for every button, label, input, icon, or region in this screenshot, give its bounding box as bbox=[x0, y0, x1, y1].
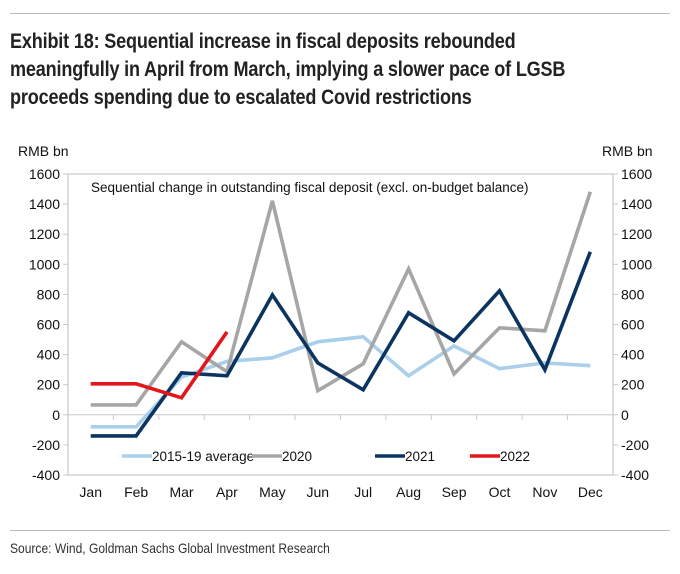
y-tick-label-right: 200 bbox=[621, 377, 645, 393]
x-tick-label: Nov bbox=[532, 484, 557, 500]
y-tick-label-right: 800 bbox=[621, 286, 645, 302]
x-tick-label: Apr bbox=[216, 484, 238, 500]
source-note: Source: Wind, Goldman Sachs Global Inves… bbox=[10, 540, 330, 556]
series-line-2020 bbox=[90, 191, 593, 407]
x-tick-label: Aug bbox=[396, 484, 421, 500]
y-tick-label-right: -400 bbox=[621, 467, 649, 483]
y-tick-label-right: 0 bbox=[621, 407, 629, 423]
y-tick-label-right: 1600 bbox=[621, 166, 652, 182]
series-line-2021 bbox=[90, 251, 592, 438]
x-tick-label: Sep bbox=[442, 484, 467, 500]
x-tick-label: Oct bbox=[489, 484, 511, 500]
y-tick-label-left: -200 bbox=[32, 437, 60, 453]
x-tick-label: Mar bbox=[169, 484, 193, 500]
y-tick-label-right: 1200 bbox=[621, 226, 652, 242]
y-tick-label-left: 400 bbox=[37, 347, 61, 363]
y-tick-label-left: 600 bbox=[37, 317, 61, 333]
series-line-2022 bbox=[90, 330, 229, 400]
y-axis-label-right: RMB bn bbox=[602, 143, 653, 159]
series-line-2015-19-average bbox=[90, 334, 591, 429]
legend-label: 2015-19 average bbox=[152, 449, 254, 464]
y-tick-label-left: 200 bbox=[37, 377, 61, 393]
x-tick-label: Jun bbox=[307, 484, 330, 500]
plot-frame bbox=[67, 173, 614, 476]
legend-label: 2021 bbox=[405, 449, 435, 464]
chart-annotation: Sequential change in outstanding fiscal … bbox=[91, 180, 529, 195]
y-tick-label-right: -200 bbox=[621, 437, 649, 453]
y-tick-label-right: 400 bbox=[621, 347, 645, 363]
y-tick-label-left: -400 bbox=[32, 467, 60, 483]
y-tick-label-left: 1200 bbox=[29, 226, 60, 242]
x-tick-label: Jan bbox=[79, 484, 102, 500]
y-tick-label-right: 1000 bbox=[621, 256, 652, 272]
y-tick-label-left: 800 bbox=[37, 286, 61, 302]
y-tick-label-left: 0 bbox=[52, 407, 60, 423]
legend-label: 2022 bbox=[500, 449, 530, 464]
x-tick-label: Feb bbox=[124, 484, 148, 500]
x-tick-label: Dec bbox=[578, 484, 603, 500]
y-tick-label-left: 1000 bbox=[29, 256, 60, 272]
y-tick-label-right: 1400 bbox=[621, 196, 652, 212]
y-tick-label-left: 1600 bbox=[29, 166, 60, 182]
bottom-rule bbox=[10, 530, 670, 531]
legend-label: 2020 bbox=[282, 449, 312, 464]
exhibit-title: Exhibit 18: Sequential increase in fisca… bbox=[10, 30, 566, 109]
y-axis-label-left: RMB bn bbox=[18, 143, 69, 159]
y-tick-label-left: 1400 bbox=[29, 196, 60, 212]
top-rule bbox=[10, 13, 670, 14]
x-tick-label: May bbox=[259, 484, 285, 500]
y-tick-label-right: 600 bbox=[621, 317, 645, 333]
x-tick-label: Jul bbox=[354, 484, 372, 500]
